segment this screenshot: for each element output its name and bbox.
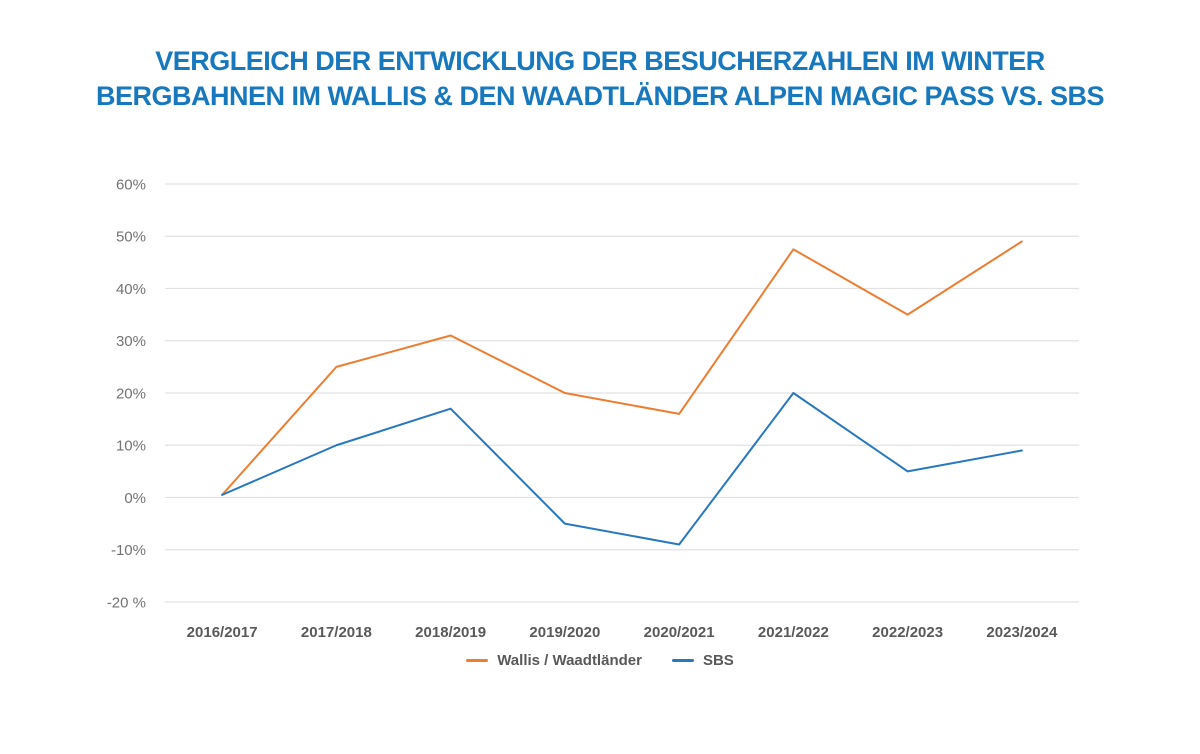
y-axis-tick-label: 0%: [124, 490, 146, 507]
x-axis-label: 2023/2024: [986, 624, 1058, 641]
legend-item-wallis-waadtlaender: Wallis / Waadtländer: [466, 652, 642, 669]
x-axis-label: 2019/2020: [529, 624, 600, 641]
y-axis-tick-label: 60%: [116, 176, 146, 193]
legend-label-sbs: SBS: [702, 652, 734, 669]
x-axis-label: 2017/2018: [301, 624, 372, 641]
y-axis-tick-label: 20%: [116, 385, 146, 402]
legend-swatch-wallis-waadtlaender: [466, 659, 489, 662]
chart-title: VERGLEICH DER ENTWICKLUNG DER BESUCHERZA…: [0, 44, 1200, 114]
legend-label-wallis-waadtlaender: Wallis / Waadtländer: [497, 652, 642, 669]
x-axis-label: 2018/2019: [415, 624, 486, 641]
y-axis-tick-label: 10%: [116, 438, 146, 455]
legend-item-sbs: SBS: [671, 652, 734, 669]
y-axis-tick-label: -10%: [111, 542, 146, 559]
legend-swatch-sbs: [671, 659, 694, 662]
x-axis-label: 2020/2021: [644, 624, 715, 641]
chart-legend: Wallis / Waadtländer SBS: [0, 652, 1200, 669]
series-line-sbs: [221, 392, 1023, 546]
y-axis-tick-label: 50%: [116, 229, 146, 246]
x-axis-label: 2016/2017: [187, 624, 258, 641]
y-axis-tick-label: -20 %: [107, 594, 146, 611]
x-axis-label: 2021/2022: [758, 624, 829, 641]
series-line-wallis-waadtlaender: [221, 240, 1023, 496]
chart-title-line1: VERGLEICH DER ENTWICKLUNG DER BESUCHERZA…: [155, 46, 1045, 76]
chart-title-line2: BERGBAHNEN IM WALLIS & DEN WAADTLÄNDER A…: [95, 81, 1105, 111]
y-axis-tick-label: 40%: [116, 281, 146, 298]
x-axis-label: 2022/2023: [872, 624, 943, 641]
y-axis-tick-label: 30%: [116, 333, 146, 350]
